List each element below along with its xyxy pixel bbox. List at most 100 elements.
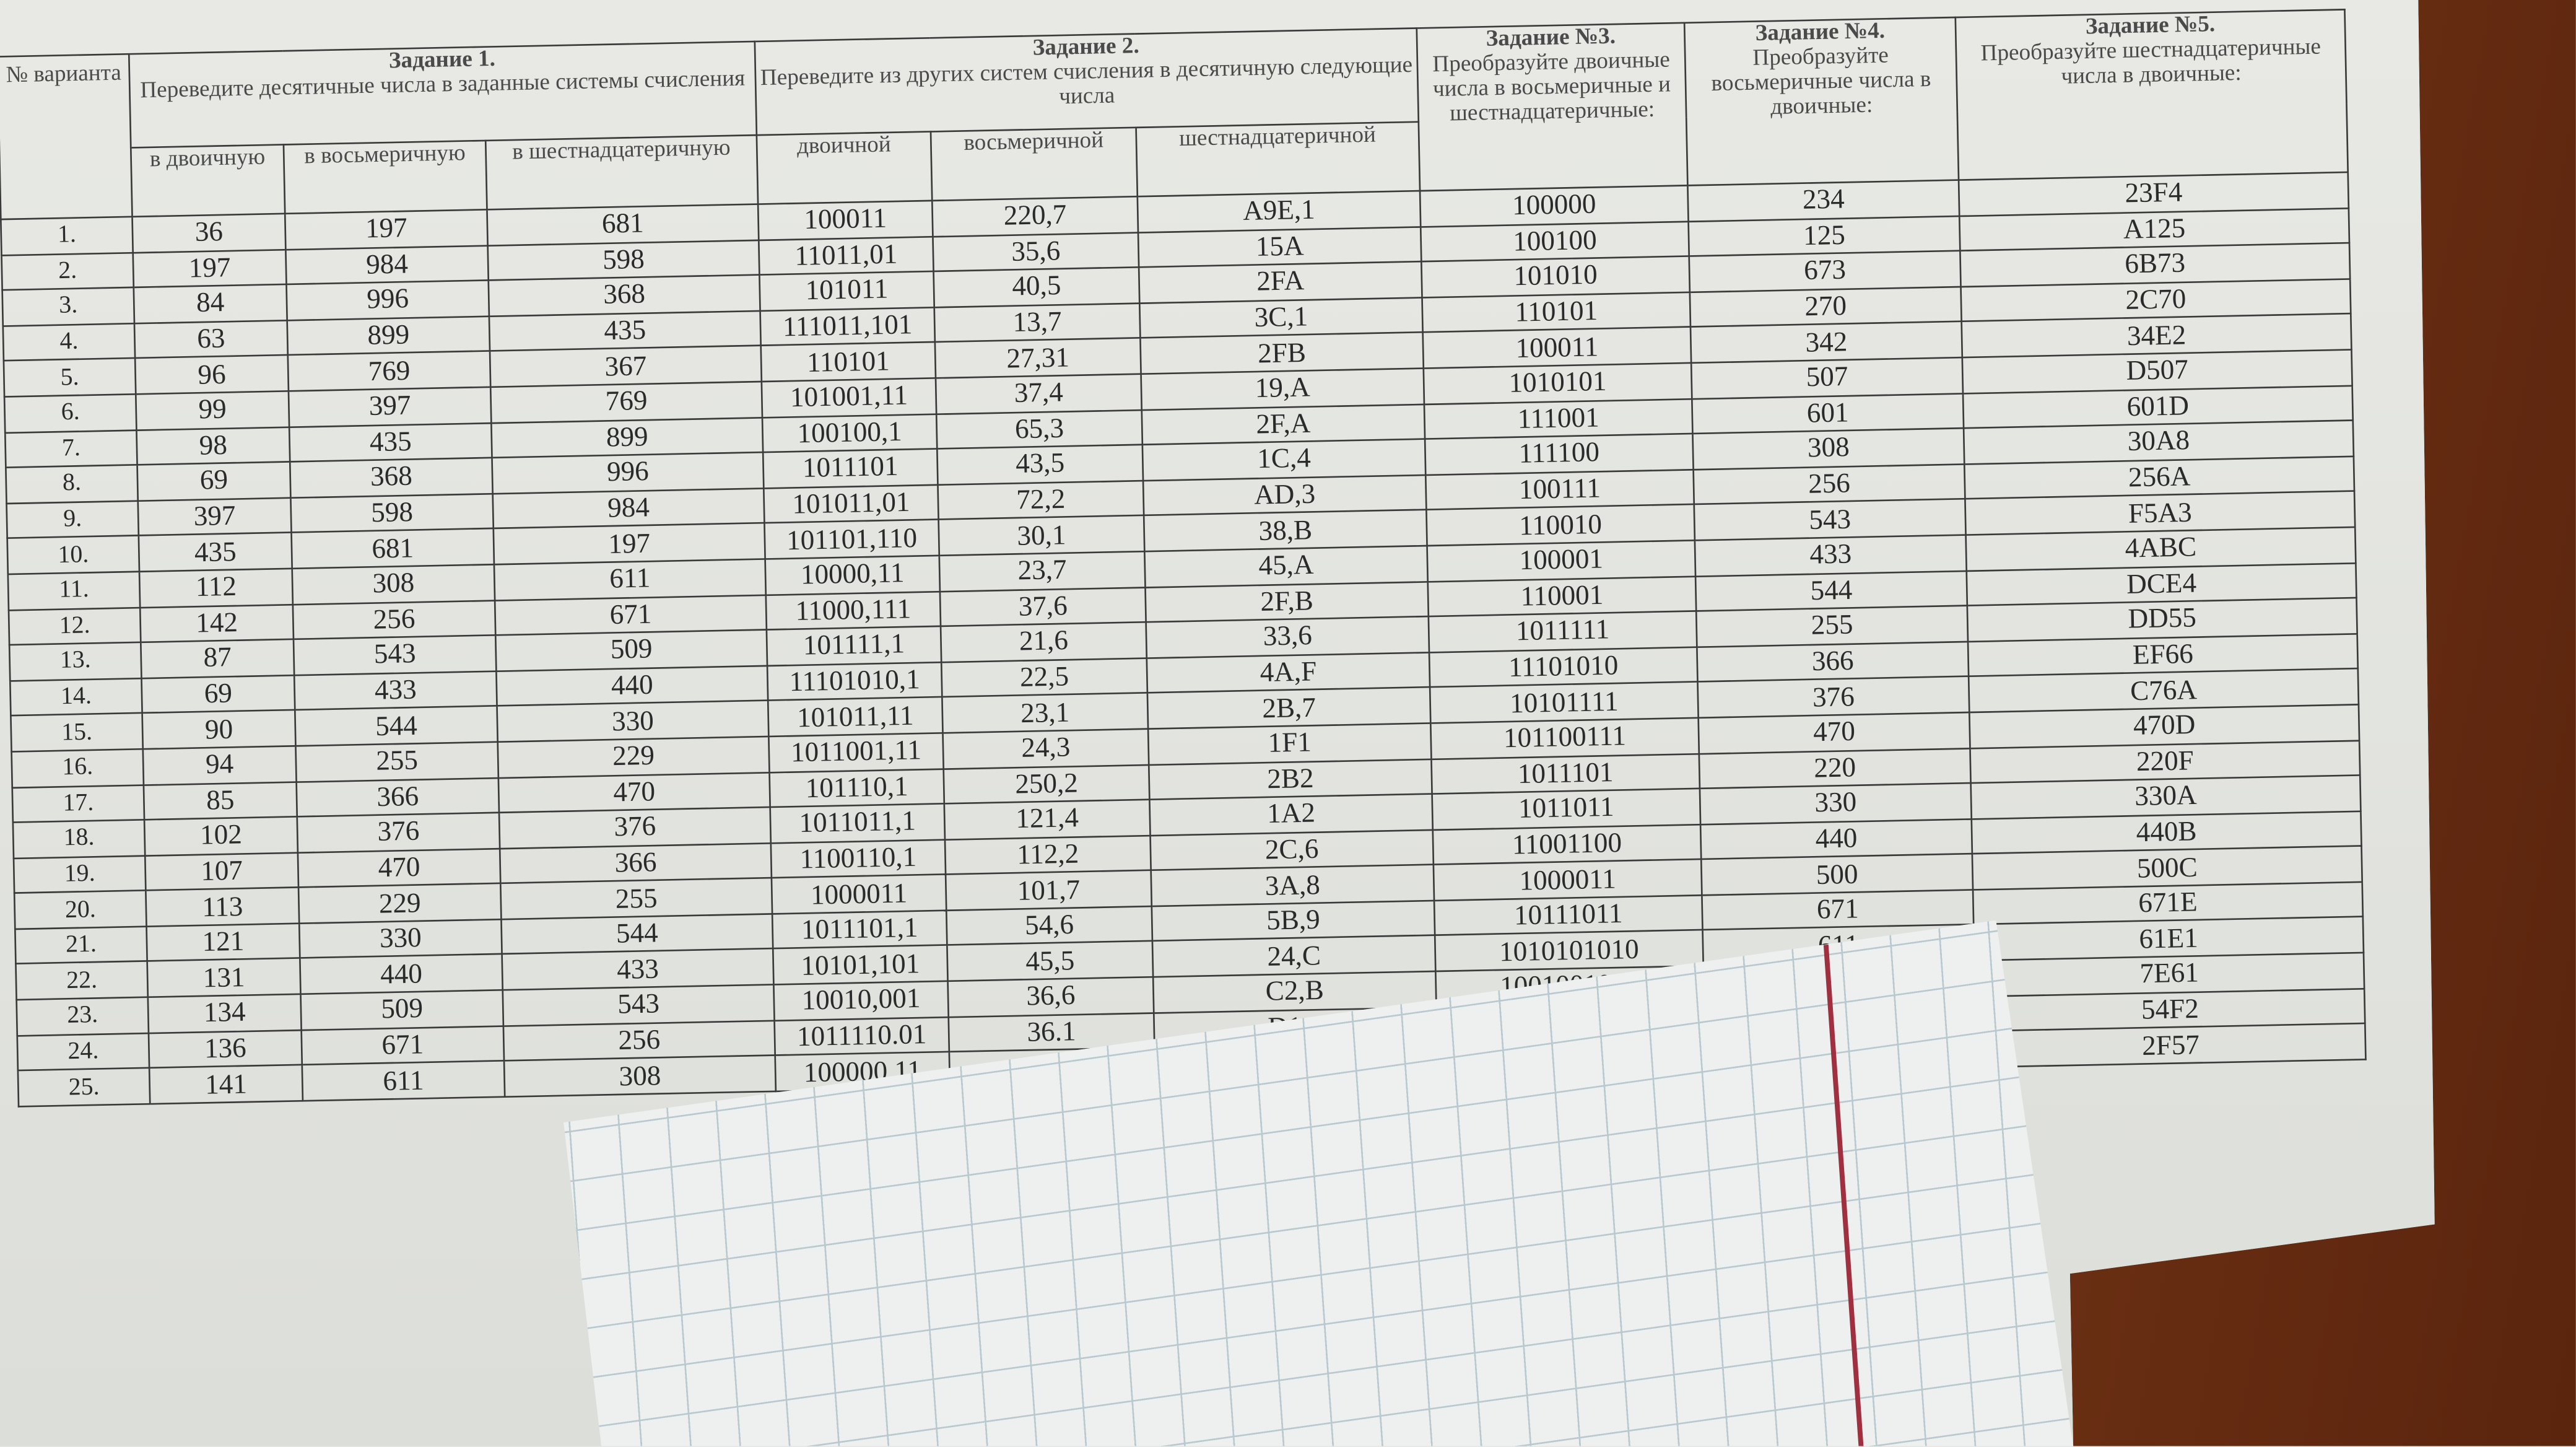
- cell-t1-binary: 113: [146, 888, 300, 927]
- cell-t1-octal: 899: [287, 316, 490, 356]
- cell-t1-binary: 69: [137, 461, 291, 501]
- cell-t2-binary: 101001,11: [761, 378, 937, 417]
- cell-t1-octal: 671: [301, 1025, 505, 1065]
- cell-t1-binary: 131: [147, 958, 301, 997]
- cell-t4-octal: 601: [1692, 393, 1964, 434]
- cell-t2-octal: 23,1: [942, 693, 1149, 733]
- cell-t1-binary: 141: [149, 1065, 303, 1104]
- cell-variant-number: 23.: [16, 997, 149, 1036]
- cell-t2-hex: 2FA: [1139, 261, 1422, 304]
- cell-t2-hex: 45,A: [1144, 545, 1428, 587]
- cell-t2-octal: 65,3: [936, 409, 1142, 449]
- cell-t1-hex: 255: [500, 878, 773, 919]
- cell-t4-octal: 125: [1688, 215, 1960, 256]
- cell-t4-octal: 308: [1692, 428, 1965, 470]
- cell-t2-octal: 250,2: [943, 764, 1150, 804]
- cell-t1-octal: 376: [297, 813, 500, 852]
- cell-t2-octal: 45,5: [947, 942, 1154, 981]
- cell-t4-octal: 440: [1700, 818, 1972, 860]
- task2-hex-header: шестнадцатеричной: [1136, 121, 1421, 197]
- cell-t2-hex: 3C,1: [1139, 297, 1423, 339]
- cell-t2-binary: 111011,101: [760, 307, 935, 346]
- cell-variant-number: 5.: [3, 358, 136, 397]
- cell-t1-octal: 996: [286, 280, 489, 320]
- cell-t2-binary: 10101,101: [773, 945, 948, 985]
- cell-t2-hex: 2C,6: [1150, 829, 1434, 871]
- cell-t2-hex: 33,6: [1146, 616, 1429, 658]
- cell-t3-binary: 1011011: [1432, 789, 1701, 830]
- cell-t1-octal: 308: [292, 564, 495, 604]
- cell-t1-hex: 509: [495, 629, 768, 671]
- cell-variant-number: 2.: [1, 252, 134, 291]
- cell-variant-number: 13.: [9, 642, 142, 681]
- cell-t2-hex: 2B,7: [1147, 687, 1431, 729]
- cell-t1-octal: 433: [294, 670, 497, 710]
- cell-t2-binary: 100011: [758, 200, 933, 240]
- cell-t2-binary: 101011: [759, 271, 934, 311]
- task2-binary-header: двоичной: [756, 131, 933, 204]
- cell-t2-binary: 101011,01: [764, 484, 939, 524]
- cell-t3-binary: 100001: [1427, 540, 1696, 582]
- cell-t1-binary: 102: [144, 816, 298, 855]
- cell-t3-binary: 101100111: [1430, 717, 1699, 759]
- cell-t1-hex: 769: [490, 381, 763, 422]
- cell-t2-octal: 43,5: [937, 445, 1144, 485]
- task1-binary-header: в двоичную: [131, 144, 285, 217]
- cell-t4-octal: 543: [1694, 499, 1966, 541]
- cell-variant-number: 20.: [14, 891, 147, 929]
- cell-t1-hex: 330: [497, 701, 769, 742]
- cell-t2-octal: 27,31: [934, 338, 1141, 378]
- cell-t4-octal: 330: [1699, 783, 1972, 824]
- cell-t3-binary: 110001: [1427, 575, 1697, 617]
- cell-t2-hex: 4A,F: [1146, 652, 1430, 694]
- cell-t3-binary: 1010101010: [1435, 930, 1704, 972]
- cell-t2-octal: 22,5: [941, 657, 1147, 697]
- cell-t2-binary: 11011,01: [759, 236, 934, 276]
- cell-t3-binary: 100111: [1425, 469, 1694, 510]
- cell-t1-binary: 36: [132, 213, 286, 253]
- cell-t1-octal: 598: [290, 493, 494, 533]
- cell-t1-hex: 308: [504, 1056, 776, 1097]
- cell-t3-binary: 111100: [1425, 434, 1694, 475]
- cell-t2-binary: 1011101: [763, 448, 938, 488]
- cell-t2-binary: 11000,111: [765, 590, 941, 630]
- task1-header: Задание 1. Переведите десятичные числа в …: [129, 41, 757, 148]
- cell-t2-octal: 121,4: [944, 799, 1151, 839]
- cell-variant-number: 10.: [7, 536, 140, 574]
- cell-t2-octal: 13,7: [934, 303, 1141, 343]
- cell-t2-octal: 35,6: [933, 232, 1139, 272]
- cell-t2-octal: 37,6: [939, 587, 1146, 627]
- cell-t2-octal: 23,7: [939, 551, 1146, 591]
- cell-t2-octal: 54,6: [946, 906, 1152, 946]
- cell-t1-hex: 671: [495, 594, 767, 636]
- cell-t2-binary: 10000,11: [765, 555, 940, 595]
- cell-t2-binary: 110101: [760, 343, 936, 382]
- cell-t1-hex: 368: [488, 275, 760, 317]
- cell-t3-binary: 1011111: [1428, 611, 1697, 652]
- cell-t1-binary: 87: [141, 639, 295, 678]
- cell-t1-octal: 440: [300, 955, 503, 994]
- cell-t1-binary: 85: [143, 781, 297, 820]
- cell-t4-octal: 342: [1690, 321, 1962, 363]
- cell-t2-binary: 1011110.01: [774, 1016, 949, 1056]
- cell-t2-binary: 1000011: [771, 875, 947, 914]
- cell-t1-octal: 681: [291, 528, 494, 569]
- cell-t1-octal: 769: [287, 351, 491, 391]
- cell-t1-octal: 543: [293, 635, 497, 675]
- cell-t2-hex: 1A2: [1149, 793, 1433, 836]
- cell-t2-octal: 30,1: [938, 515, 1145, 556]
- assignment-table: № варианта Задание 1. Переведите десятичн…: [0, 9, 2367, 1107]
- cell-variant-number: 24.: [17, 1033, 150, 1071]
- cell-t1-octal: 256: [292, 600, 496, 640]
- cell-t2-octal: 101,7: [946, 870, 1152, 911]
- cell-t1-binary: 69: [141, 675, 295, 714]
- cell-t2-octal: 37,4: [936, 374, 1142, 414]
- cell-variant-number: 3.: [2, 287, 134, 326]
- cell-t2-binary: 101110,1: [769, 768, 944, 808]
- cell-t1-binary: 84: [133, 284, 287, 323]
- task4-title: Задание №4.: [1755, 19, 1886, 47]
- cell-variant-number: 4.: [2, 323, 136, 362]
- task3-header: Задание №3. Преобразуйте двоичные числа в…: [1416, 22, 1688, 191]
- cell-t5-hex: 2F57: [1975, 1023, 2366, 1067]
- cell-variant-number: 18.: [12, 820, 146, 859]
